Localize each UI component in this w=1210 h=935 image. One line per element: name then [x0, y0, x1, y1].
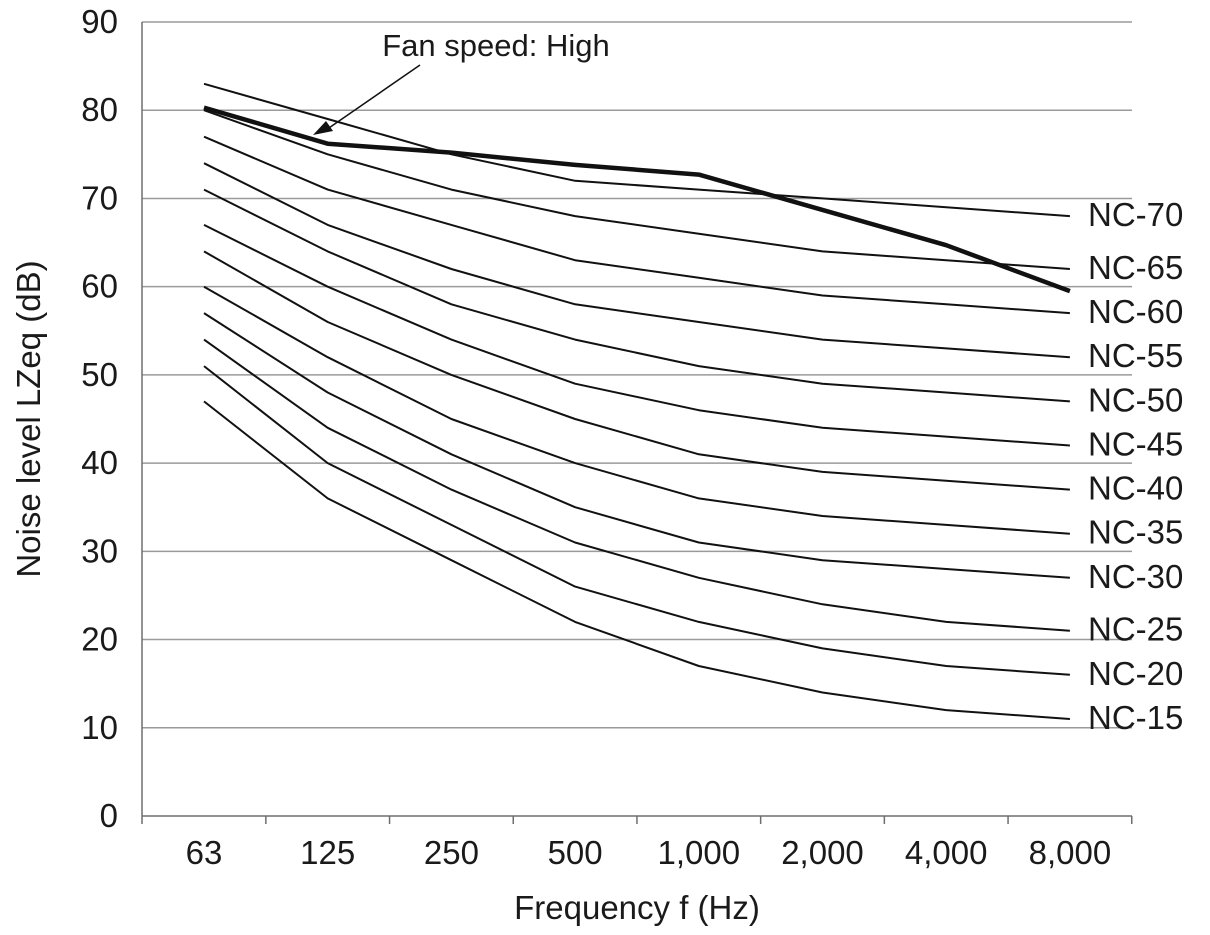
- series-line-nc-35: [203, 285, 1070, 535]
- x-tick-label: 1,000: [658, 834, 741, 871]
- series-label-nc-20: NC-20: [1088, 655, 1183, 692]
- x-tick-label: 125: [300, 834, 355, 871]
- x-tick-label: 8,000: [1029, 834, 1112, 871]
- y-tick-label: 80: [81, 91, 118, 128]
- series-line-nc-20: [203, 365, 1070, 676]
- series-line-nc-40: [203, 250, 1070, 491]
- series-label-nc-30: NC-30: [1088, 558, 1183, 595]
- y-tick-label: 50: [81, 356, 118, 393]
- series-line-nc-60: [203, 135, 1070, 315]
- series-label-nc-70: NC-70: [1088, 196, 1183, 233]
- y-tick-label: 10: [81, 709, 118, 746]
- series-label-nc-60: NC-60: [1088, 293, 1183, 330]
- series-line-nc-30: [203, 312, 1070, 579]
- x-axis-title: Frequency f (Hz): [514, 889, 760, 926]
- annotation-arrowhead: [313, 121, 333, 135]
- series-label-nc-25: NC-25: [1088, 611, 1183, 648]
- y-tick-label: 90: [81, 3, 118, 40]
- x-tick-label: 63: [186, 834, 223, 871]
- series-line-fan-speed-high: [203, 105, 1071, 294]
- y-tick-labels: 0 10 20 30 40 50 60 70 80 90: [81, 3, 118, 834]
- x-tick-labels: 63 125 250 500 1,000 2,000 4,000 8,000: [186, 834, 1112, 871]
- series-line-nc-15: [203, 400, 1070, 720]
- series-line-nc-50: [203, 188, 1070, 403]
- series-label-nc-40: NC-40: [1088, 470, 1183, 507]
- axes: [141, 22, 1133, 824]
- nc-curves: [203, 82, 1070, 720]
- series-label-nc-45: NC-45: [1088, 425, 1183, 462]
- annotation-arrow: [325, 64, 421, 131]
- series-label-nc-65: NC-65: [1088, 249, 1183, 286]
- series-line-nc-65: [203, 109, 1070, 270]
- y-axis-title: Noise level LZeq (dB): [10, 260, 47, 577]
- x-tick-label: 500: [548, 834, 603, 871]
- series-label-nc-15: NC-15: [1088, 699, 1183, 736]
- y-tick-label: 70: [81, 179, 118, 216]
- y-tick-label: 30: [81, 532, 118, 569]
- annotation-fan-speed: Fan speed: High: [382, 28, 609, 63]
- y-tick-label: 60: [81, 268, 118, 305]
- y-tick-label: 0: [100, 797, 118, 834]
- y-tick-label: 20: [81, 621, 118, 658]
- series-line-nc-70: [203, 82, 1070, 218]
- x-tick-label: 2,000: [781, 834, 864, 871]
- series-label-nc-55: NC-55: [1088, 337, 1183, 374]
- series-label-nc-50: NC-50: [1088, 381, 1183, 418]
- gridlines: [142, 21, 1132, 729]
- nc-curve-labels: NC-70 NC-65 NC-60 NC-55 NC-50 NC-45 NC-40 NC-35…: [1088, 196, 1183, 736]
- x-tick-label: 4,000: [905, 834, 988, 871]
- series-line-nc-55: [203, 162, 1070, 359]
- series-line-nc-25: [203, 338, 1070, 632]
- series-line-nc-45: [203, 224, 1070, 447]
- series-label-nc-35: NC-35: [1088, 514, 1183, 551]
- x-tick-label: 250: [424, 834, 479, 871]
- y-tick-label: 40: [81, 444, 118, 481]
- fan-speed-series: [203, 105, 1071, 294]
